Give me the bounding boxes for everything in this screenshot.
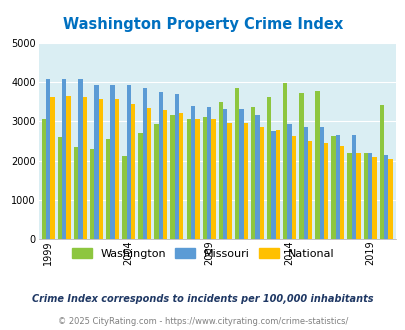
Bar: [330, 136, 335, 239]
Bar: [211, 119, 215, 239]
Bar: [74, 147, 78, 239]
Bar: [383, 155, 388, 239]
Bar: [195, 119, 199, 239]
Bar: [207, 107, 211, 239]
Bar: [46, 79, 50, 239]
Bar: [175, 94, 179, 239]
Bar: [142, 88, 147, 239]
Bar: [190, 106, 195, 239]
Bar: [239, 109, 243, 239]
Bar: [58, 137, 62, 239]
Bar: [179, 113, 183, 239]
Text: Washington Property Crime Index: Washington Property Crime Index: [63, 17, 342, 32]
Bar: [50, 97, 55, 239]
Text: Crime Index corresponds to incidents per 100,000 inhabitants: Crime Index corresponds to incidents per…: [32, 294, 373, 304]
Bar: [255, 115, 259, 239]
Bar: [115, 99, 119, 239]
Bar: [323, 143, 328, 239]
Bar: [147, 108, 151, 239]
Bar: [163, 111, 167, 239]
Bar: [202, 117, 207, 239]
Bar: [158, 92, 163, 239]
Bar: [259, 126, 263, 239]
Bar: [110, 85, 115, 239]
Bar: [106, 139, 110, 239]
Bar: [222, 109, 227, 239]
Bar: [351, 135, 355, 239]
Legend: Washington, Missouri, National: Washington, Missouri, National: [67, 244, 338, 263]
Bar: [227, 123, 231, 239]
Bar: [291, 136, 295, 239]
Bar: [186, 119, 190, 239]
Bar: [170, 115, 175, 239]
Bar: [379, 105, 383, 239]
Bar: [234, 88, 239, 239]
Bar: [154, 124, 158, 239]
Bar: [287, 124, 291, 239]
Bar: [315, 91, 319, 239]
Bar: [367, 153, 371, 239]
Bar: [339, 146, 343, 239]
Bar: [126, 85, 130, 239]
Bar: [307, 141, 311, 239]
Bar: [355, 153, 360, 239]
Bar: [62, 79, 66, 239]
Bar: [298, 93, 303, 239]
Bar: [138, 133, 142, 239]
Bar: [82, 97, 87, 239]
Bar: [42, 119, 46, 239]
Bar: [388, 159, 392, 239]
Bar: [78, 79, 82, 239]
Bar: [371, 157, 376, 239]
Bar: [319, 126, 323, 239]
Bar: [94, 84, 98, 239]
Bar: [243, 123, 247, 239]
Bar: [363, 153, 367, 239]
Bar: [66, 96, 70, 239]
Text: © 2025 CityRating.com - https://www.cityrating.com/crime-statistics/: © 2025 CityRating.com - https://www.city…: [58, 317, 347, 326]
Bar: [347, 153, 351, 239]
Bar: [271, 131, 275, 239]
Bar: [250, 107, 255, 239]
Bar: [303, 126, 307, 239]
Bar: [90, 148, 94, 239]
Bar: [122, 156, 126, 239]
Bar: [275, 130, 279, 239]
Bar: [130, 104, 135, 239]
Bar: [266, 97, 271, 239]
Bar: [218, 102, 222, 239]
Bar: [335, 135, 339, 239]
Bar: [98, 99, 103, 239]
Bar: [282, 83, 287, 239]
